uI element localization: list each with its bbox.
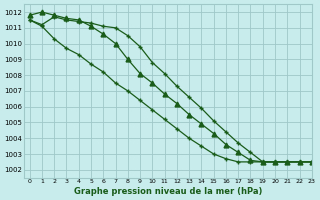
X-axis label: Graphe pression niveau de la mer (hPa): Graphe pression niveau de la mer (hPa) (74, 187, 262, 196)
